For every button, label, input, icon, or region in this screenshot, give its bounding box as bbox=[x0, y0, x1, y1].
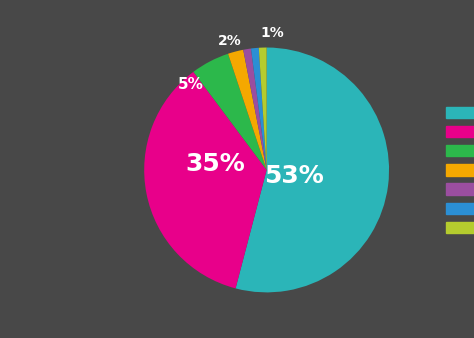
Wedge shape bbox=[259, 48, 266, 170]
Wedge shape bbox=[193, 54, 266, 170]
Wedge shape bbox=[228, 50, 266, 170]
Wedge shape bbox=[144, 72, 266, 288]
Wedge shape bbox=[251, 48, 266, 170]
Text: 53%: 53% bbox=[264, 164, 323, 188]
Text: 5%: 5% bbox=[178, 77, 204, 92]
Text: 35%: 35% bbox=[185, 152, 245, 176]
Wedge shape bbox=[243, 49, 266, 170]
Text: 2%: 2% bbox=[218, 34, 242, 48]
Text: 1%: 1% bbox=[261, 26, 284, 40]
Wedge shape bbox=[236, 48, 389, 292]
Legend: Christian, No religion, Muslim, Hindu, Sikh, Buddhist, Jewish: Christian, No religion, Muslim, Hindu, S… bbox=[440, 101, 474, 239]
